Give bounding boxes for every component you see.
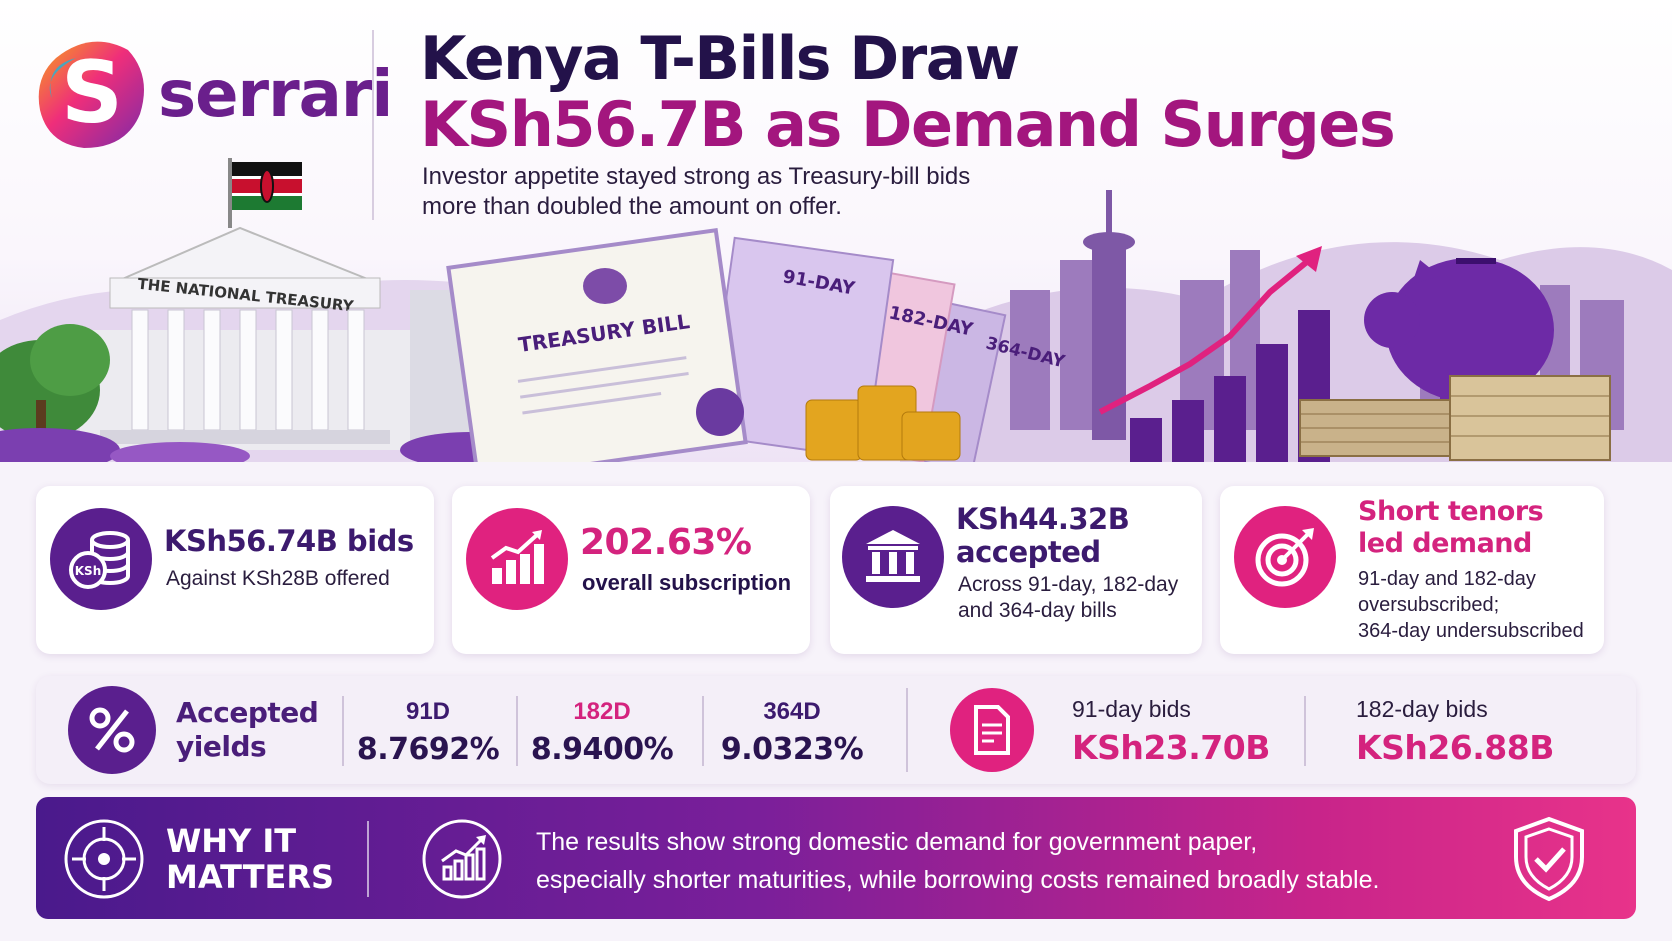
page-title-line1: Kenya T-Bills Draw xyxy=(420,24,1020,94)
why-text-line2: especially shorter maturities, while bor… xyxy=(536,866,1380,894)
bids-offered: Against KSh28B offered xyxy=(166,567,390,590)
yields-label-line2: yields xyxy=(176,730,267,763)
short-tenors-text-line1: 91-day and 182-day xyxy=(1358,568,1536,590)
bids-182-day-value: KSh26.88B xyxy=(1356,728,1554,767)
header-divider xyxy=(372,30,374,220)
why-divider xyxy=(367,821,369,897)
yields-divider xyxy=(702,696,704,766)
piggy-bank-icon xyxy=(1364,258,1554,410)
why-title-line1: WHY IT xyxy=(166,822,297,860)
yields-row: Accepted yields 91D 8.7692% 182D 8.9400%… xyxy=(36,676,1636,784)
yields-divider xyxy=(342,696,344,766)
why-it-matters-banner: WHY IT MATTERS The results show strong d… xyxy=(36,797,1636,919)
subscription-rate: 202.63% xyxy=(580,522,752,563)
yield-value-182d: 8.9400% xyxy=(530,732,674,767)
currency-badge: KSh xyxy=(75,564,101,578)
brand-name: serrari xyxy=(158,58,393,132)
subtitle-line1: Investor appetite stayed strong as Treas… xyxy=(422,163,971,190)
yield-value-364d: 9.0323% xyxy=(720,732,864,767)
yield-value-91d: 8.7692% xyxy=(356,732,500,767)
why-title-line2: MATTERS xyxy=(166,858,335,896)
header: S serrari Kenya T-Bills Draw KSh56.7B as… xyxy=(0,0,1672,462)
short-tenors-text-line2: oversubscribed; xyxy=(1358,594,1500,616)
stat-card-subscription: 202.63% overall subscription xyxy=(452,486,810,654)
yield-tenor-182d: 182D xyxy=(573,698,631,725)
subscription-label: overall subscription xyxy=(582,570,792,595)
stat-card-accepted: KSh44.32B accepted Across 91-day, 182-da… xyxy=(830,486,1202,654)
page-title-line2: KSh56.7B as Demand Surges xyxy=(420,88,1396,161)
coin-stack-icon: KSh xyxy=(50,508,152,610)
shield-check-icon xyxy=(1514,816,1584,902)
crosshair-icon xyxy=(64,819,144,899)
stat-card-short-tenors: Short tenors led demand 91-day and 182-d… xyxy=(1220,486,1604,654)
why-text-line1: The results show strong domestic demand … xyxy=(536,828,1258,856)
serrari-logo: S serrari xyxy=(36,36,393,156)
bids-91-day-label: 91-day bids xyxy=(1072,696,1191,722)
svg-text:S: S xyxy=(61,43,123,143)
accepted-tenors-line2: and 364-day bills xyxy=(958,599,1117,622)
bids-91-day-value: KSh23.70B xyxy=(1072,728,1270,767)
subtitle-line2: more than doubled the amount on offer. xyxy=(422,193,842,220)
kenya-flag-icon xyxy=(228,158,302,228)
serrari-logo-icon: S xyxy=(38,41,144,148)
accepted-amount: KSh44.32B xyxy=(956,502,1130,536)
yields-label: Accepted yields xyxy=(176,696,319,764)
target-icon xyxy=(1234,506,1336,608)
cash-stacks-icon xyxy=(1299,375,1611,461)
yields-divider xyxy=(906,688,908,772)
why-it-matters-title: WHY IT MATTERS xyxy=(166,823,334,895)
growth-chart-icon xyxy=(422,819,502,899)
bar-chart-growth-icon xyxy=(466,508,568,610)
bank-building-icon xyxy=(842,506,944,608)
why-it-matters-text: The results show strong domestic demand … xyxy=(536,823,1436,899)
short-tenors-text-line3: 364-day undersubscribed xyxy=(1358,620,1584,642)
gold-coins-icon xyxy=(805,385,961,461)
yield-tenor-364d: 364D xyxy=(763,698,821,725)
yield-tenor-91d: 91D xyxy=(405,698,451,725)
yields-divider xyxy=(516,696,518,766)
stat-card-bids: KSh KSh56.74B bids Against KSh28B offere… xyxy=(36,486,434,654)
bids-182-day-label: 182-day bids xyxy=(1356,696,1488,722)
document-icon xyxy=(950,688,1034,772)
percent-icon xyxy=(68,686,156,774)
short-tenors-title-line1: Short tenors xyxy=(1358,496,1544,527)
tree-icon xyxy=(0,324,110,450)
treasury-bill-documents-icon: 364-DAY 182-DAY 91-DAY TREASURY BILL xyxy=(446,227,1067,462)
growth-arrow-icon xyxy=(1098,253,1316,415)
accepted-label: accepted xyxy=(956,535,1101,569)
bids-total: KSh56.74B bids xyxy=(164,524,414,558)
kicc-tower-icon xyxy=(1083,190,1135,440)
accepted-tenors-line1: Across 91-day, 182-day xyxy=(958,573,1179,596)
bids-divider xyxy=(1304,696,1306,766)
page-subtitle: Investor appetite stayed strong as Treas… xyxy=(422,162,1062,222)
header-illustration: THE NATIONAL TREASURY xyxy=(0,158,1672,462)
short-tenors-title-line2: led demand xyxy=(1358,528,1532,559)
yields-label-line1: Accepted xyxy=(176,696,319,729)
national-treasury-building-icon: THE NATIONAL TREASURY xyxy=(80,226,490,450)
